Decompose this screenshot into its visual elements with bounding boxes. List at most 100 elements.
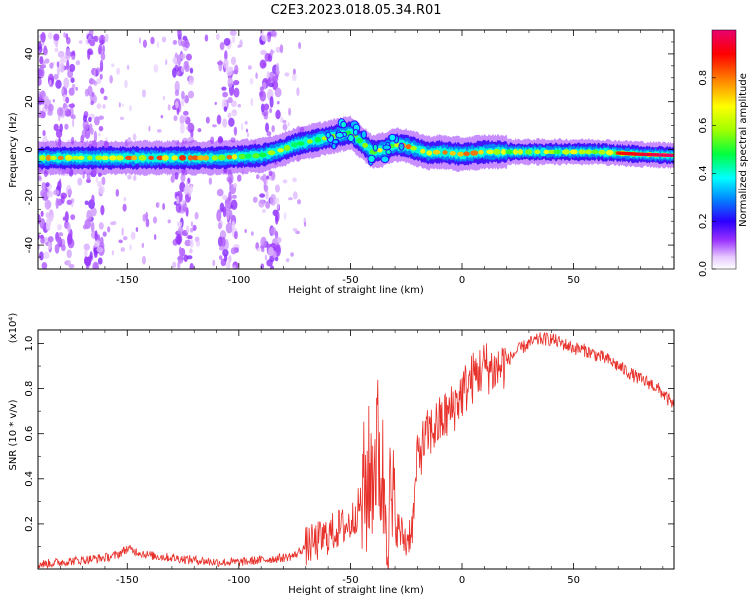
- noise-blob: [265, 79, 269, 84]
- noise-blob: [232, 109, 237, 113]
- noise-blob: [249, 77, 254, 85]
- ridge-hotspot: [578, 149, 586, 155]
- noise-blob: [86, 172, 91, 181]
- noise-blob: [265, 122, 270, 133]
- noise-blob: [244, 121, 248, 125]
- ridge-hotspot: [115, 155, 124, 161]
- noise-blob: [194, 212, 199, 220]
- noise-blob: [225, 199, 231, 204]
- ridge-hotspot: [449, 150, 456, 156]
- ridge-hotspot: [457, 151, 464, 157]
- noise-blob: [55, 197, 59, 209]
- noise-blob: [282, 179, 288, 184]
- colorbar: 0.0 0.2 0.4 0.6 0.8 Normalized spectral ampl…: [698, 29, 749, 277]
- noise-blob: [178, 246, 182, 256]
- ridge-hotspot: [244, 153, 252, 159]
- noise-blob: [122, 203, 127, 212]
- noise-blob: [45, 218, 50, 230]
- noise-blob: [266, 130, 272, 137]
- noise-blob: [259, 193, 266, 198]
- noise-blob: [90, 127, 94, 135]
- colorbar-tick-label: 0.8: [698, 70, 709, 86]
- ridge-hotspot: [669, 153, 674, 158]
- ridge-hotspot: [77, 155, 85, 160]
- ridge-hotspot: [382, 144, 392, 151]
- snr-plot-area: [38, 330, 674, 569]
- noise-blob: [284, 72, 290, 77]
- noise-blob: [263, 103, 270, 111]
- x-tick-label: -100: [227, 275, 250, 286]
- noise-blob: [44, 104, 48, 110]
- y-tick-label: 0.8: [24, 381, 35, 397]
- noise-blob: [40, 31, 46, 43]
- x-tick-label: 0: [459, 275, 465, 286]
- ridge-hotspot: [187, 154, 193, 161]
- noise-blob: [208, 177, 213, 185]
- colorbar-tick-label: 0.0: [698, 261, 709, 277]
- ridge-hotspot: [356, 137, 363, 144]
- noise-blob: [38, 77, 42, 87]
- noise-blob: [54, 243, 60, 254]
- noise-blob: [288, 197, 293, 201]
- noise-blob: [60, 195, 65, 204]
- noise-blob: [267, 77, 271, 86]
- snr-x-label: Height of straight line (km): [288, 585, 424, 596]
- noise-blob: [189, 262, 194, 269]
- noise-blob: [275, 62, 280, 75]
- noise-blob: [256, 247, 261, 252]
- noise-blob: [259, 90, 267, 102]
- spectrogram-x-label: Height of straight line (km): [288, 285, 424, 296]
- noise-blob: [223, 37, 231, 46]
- noise-blob: [269, 96, 274, 108]
- x-tick-label: -150: [116, 275, 139, 286]
- noise-blob: [176, 106, 180, 116]
- x-tick-label: -50: [342, 575, 358, 586]
- ridge-hotspot: [267, 150, 276, 156]
- noise-blob: [272, 250, 277, 258]
- ridge-hotspot: [217, 154, 226, 161]
- noise-blob: [184, 94, 189, 104]
- noise-blob: [233, 230, 238, 240]
- noise-blob: [270, 49, 274, 57]
- noise-blob: [53, 189, 60, 196]
- noise-blob: [66, 233, 73, 246]
- noise-blob: [59, 178, 62, 186]
- noise-blob: [217, 222, 222, 230]
- noise-blob: [172, 67, 177, 78]
- noise-blob: [276, 100, 280, 105]
- noise-blob: [259, 86, 264, 92]
- spectrogram-heatmap: [33, 30, 674, 269]
- noise-blob: [95, 67, 100, 76]
- noise-blob: [252, 196, 258, 203]
- noise-blob: [269, 194, 277, 206]
- noise-blob: [266, 259, 273, 267]
- noise-blob: [226, 66, 233, 77]
- noise-blob: [70, 214, 76, 221]
- noise-blob: [33, 153, 37, 159]
- noise-blob: [64, 103, 69, 112]
- noise-blob: [77, 177, 83, 186]
- ridge-hotspot: [377, 148, 383, 153]
- noise-blob: [226, 209, 230, 221]
- noise-blob: [94, 35, 99, 43]
- y-tick-label: 0.4: [24, 471, 35, 487]
- ridge-hotspot: [335, 131, 344, 139]
- ridge-hotspot: [463, 151, 470, 157]
- noise-blob: [180, 66, 185, 73]
- noise-blob: [222, 249, 229, 257]
- ridge-hotspot: [231, 154, 238, 160]
- noise-blob: [53, 123, 59, 132]
- noise-blob: [233, 87, 240, 98]
- noise-blob: [89, 251, 93, 260]
- noise-blob: [285, 258, 290, 263]
- noise-blob: [153, 234, 157, 240]
- noise-blob: [49, 79, 52, 86]
- noise-blob: [99, 236, 104, 245]
- ridge-hotspot: [238, 153, 247, 160]
- ridge-hotspot: [332, 139, 339, 145]
- noise-blob: [66, 59, 70, 71]
- ridge-hotspot: [486, 149, 494, 155]
- noise-blob: [44, 58, 50, 64]
- noise-blob: [102, 44, 105, 54]
